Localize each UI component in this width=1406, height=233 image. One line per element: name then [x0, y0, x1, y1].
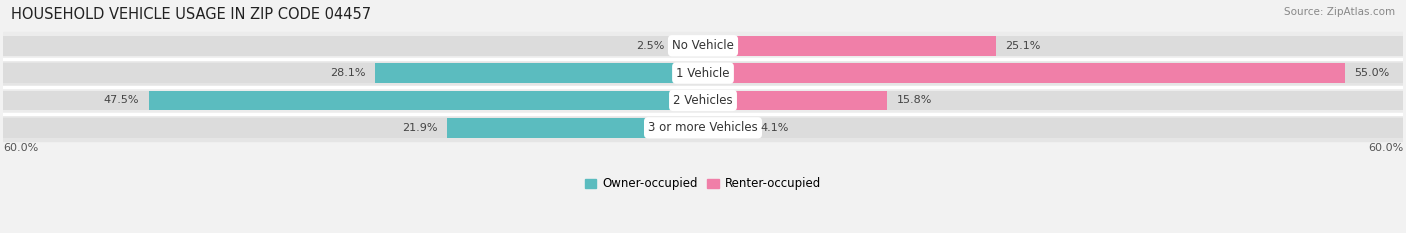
Bar [703, 118, 751, 138]
Bar [3, 114, 1403, 141]
Text: Source: ZipAtlas.com: Source: ZipAtlas.com [1284, 7, 1395, 17]
Text: 60.0%: 60.0% [3, 143, 38, 153]
Text: 15.8%: 15.8% [897, 96, 932, 106]
Bar [3, 87, 1403, 114]
Text: 2.5%: 2.5% [636, 41, 665, 51]
Bar [3, 118, 1403, 138]
Text: 1 Vehicle: 1 Vehicle [676, 67, 730, 80]
Bar [703, 63, 1346, 83]
Bar [447, 118, 703, 138]
Text: 28.1%: 28.1% [330, 68, 366, 78]
Text: HOUSEHOLD VEHICLE USAGE IN ZIP CODE 04457: HOUSEHOLD VEHICLE USAGE IN ZIP CODE 0445… [11, 7, 371, 22]
Text: 55.0%: 55.0% [1354, 68, 1389, 78]
Bar [3, 36, 1403, 56]
Text: 2 Vehicles: 2 Vehicles [673, 94, 733, 107]
Text: 47.5%: 47.5% [104, 96, 139, 106]
Text: No Vehicle: No Vehicle [672, 39, 734, 52]
Text: 3 or more Vehicles: 3 or more Vehicles [648, 121, 758, 134]
Text: 21.9%: 21.9% [402, 123, 439, 133]
Text: 25.1%: 25.1% [1005, 41, 1040, 51]
Bar [3, 32, 1403, 59]
Bar [3, 91, 1403, 110]
Bar [375, 63, 703, 83]
Bar [703, 91, 887, 110]
Bar [3, 59, 1403, 87]
Bar [673, 36, 703, 56]
Bar [3, 63, 1403, 83]
Bar [703, 36, 995, 56]
Bar [149, 91, 703, 110]
Text: 60.0%: 60.0% [1368, 143, 1403, 153]
Text: 4.1%: 4.1% [761, 123, 789, 133]
Legend: Owner-occupied, Renter-occupied: Owner-occupied, Renter-occupied [579, 173, 827, 195]
